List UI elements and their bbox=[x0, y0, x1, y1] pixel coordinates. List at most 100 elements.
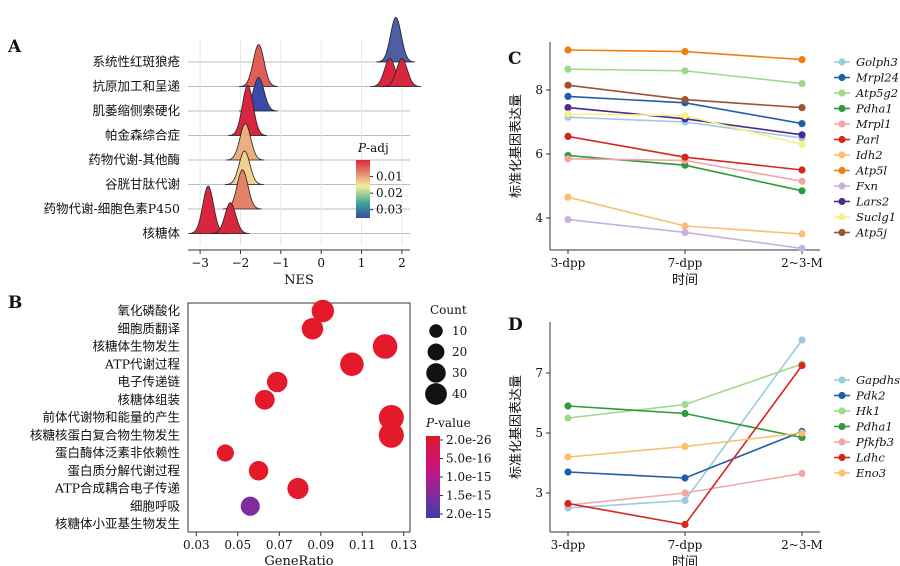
series-point bbox=[564, 453, 572, 461]
color-legend-label: 5.0e-16 bbox=[446, 452, 492, 466]
series-point bbox=[564, 402, 572, 410]
x-tick-label: 0 bbox=[317, 256, 325, 270]
ridge-density bbox=[376, 16, 416, 63]
category-label: 前体代谢物和能量的产生 bbox=[42, 410, 180, 425]
category-label: 核糖体生物发生 bbox=[92, 339, 180, 354]
size-legend-label: 10 bbox=[452, 324, 467, 338]
series-point bbox=[681, 400, 689, 409]
category-label: 细胞呼吸 bbox=[130, 498, 181, 513]
legend-swatch-dot bbox=[838, 58, 846, 66]
series-point bbox=[681, 222, 689, 230]
series-point bbox=[681, 474, 689, 482]
legend-swatch-dot bbox=[838, 182, 846, 190]
size-legend-title: Count bbox=[430, 303, 467, 317]
category-label: 蛋白酶体泛素非依赖性 bbox=[55, 445, 180, 460]
dot bbox=[378, 422, 404, 448]
size-legend-dot bbox=[426, 363, 446, 383]
x-tick-label: 0.11 bbox=[349, 538, 376, 552]
panel-label-c: C bbox=[508, 49, 522, 69]
series-point bbox=[798, 131, 806, 139]
legend-label: Fxn bbox=[855, 179, 878, 193]
dot bbox=[248, 460, 269, 481]
x-tick-label: −2 bbox=[232, 256, 250, 270]
series-line bbox=[567, 430, 803, 479]
series-point bbox=[798, 80, 806, 88]
series-point bbox=[564, 46, 572, 54]
series-point bbox=[681, 96, 689, 104]
series-point bbox=[798, 56, 806, 64]
category-label: ATP代谢过程 bbox=[104, 356, 181, 371]
x-tick-label: 1 bbox=[358, 256, 366, 270]
y-tick-label: 4 bbox=[535, 211, 543, 225]
ridge-density bbox=[210, 202, 250, 234]
y-tick-label: 5 bbox=[535, 426, 543, 440]
legend-label: Golph3 bbox=[856, 55, 898, 69]
y-axis-title: 标准化基因表达量 bbox=[509, 375, 524, 479]
category-label: 电子传递链 bbox=[117, 374, 180, 389]
x-tick-label: 7-dpp bbox=[668, 538, 703, 552]
category-label: 蛋白质分解代谢过程 bbox=[67, 463, 180, 478]
series-point bbox=[798, 336, 806, 344]
series-point bbox=[564, 104, 572, 112]
series-point bbox=[564, 155, 572, 163]
series-point bbox=[798, 230, 806, 238]
series-point bbox=[681, 489, 689, 497]
size-legend-dot bbox=[429, 324, 443, 338]
color-legend-bar bbox=[426, 436, 440, 518]
category-label: 肌萎缩侧索硬化 bbox=[92, 103, 180, 118]
category-label: 核糖体组装 bbox=[117, 392, 180, 407]
series-point bbox=[798, 140, 806, 148]
x-axis-title: NES bbox=[284, 273, 314, 288]
category-label: 谷胱甘肽代谢 bbox=[105, 177, 180, 192]
x-tick-label: 2~3-M bbox=[781, 538, 823, 552]
series-point bbox=[681, 67, 689, 75]
legend-label: Mrpl24 bbox=[855, 71, 899, 85]
dot bbox=[287, 477, 309, 500]
category-label: 核糖核蛋白复合物生物发生 bbox=[30, 427, 180, 442]
dot bbox=[240, 496, 260, 516]
dot bbox=[340, 352, 364, 377]
series-point bbox=[798, 120, 806, 128]
x-axis-title: GeneRatio bbox=[264, 554, 333, 566]
y-tick-label: 7 bbox=[535, 366, 543, 380]
ridge-density bbox=[225, 123, 265, 161]
series-point bbox=[564, 193, 572, 201]
dot bbox=[378, 404, 404, 431]
legend-label: Pdha1 bbox=[855, 420, 893, 434]
series-point bbox=[564, 132, 572, 140]
series-line bbox=[567, 363, 803, 419]
x-tick-label: 0.13 bbox=[390, 538, 417, 552]
legend-label: Mrpl1 bbox=[855, 117, 892, 131]
series-point bbox=[681, 409, 689, 418]
x-tick-label: 3-dpp bbox=[551, 538, 586, 552]
dot bbox=[311, 299, 335, 323]
size-legend-label: 20 bbox=[452, 345, 467, 359]
category-label: 帕金森综合症 bbox=[105, 128, 180, 143]
panel-label-b: B bbox=[8, 293, 22, 313]
category-label: 抗原加工和呈递 bbox=[92, 79, 180, 94]
dot bbox=[266, 371, 288, 393]
series-point bbox=[798, 469, 806, 478]
color-legend-label: 1.5e-15 bbox=[446, 489, 492, 503]
ridge-density bbox=[228, 84, 267, 136]
legend-label: Pdha1 bbox=[855, 102, 893, 116]
legend-tick-label: 0.02 bbox=[376, 186, 403, 200]
x-tick-label: 0.07 bbox=[266, 538, 293, 552]
category-label: ATP合成耦合电子传递 bbox=[54, 481, 181, 496]
series-point bbox=[564, 81, 572, 89]
legend-colorbar bbox=[356, 160, 370, 218]
category-label: 核糖体小亚基生物发生 bbox=[55, 516, 180, 531]
legend-label: Parl bbox=[855, 133, 880, 147]
legend-label: Ldhc bbox=[855, 451, 885, 465]
x-tick-label: −3 bbox=[191, 256, 209, 270]
series-point bbox=[564, 92, 572, 100]
size-legend-dot bbox=[427, 343, 445, 361]
series-point bbox=[798, 187, 806, 195]
category-label: 药物代谢-其他酶 bbox=[88, 152, 180, 167]
legend-swatch-dot bbox=[838, 469, 846, 477]
series-point bbox=[681, 153, 689, 161]
legend-swatch-dot bbox=[838, 135, 846, 144]
category-label: 细胞质翻译 bbox=[117, 321, 180, 336]
